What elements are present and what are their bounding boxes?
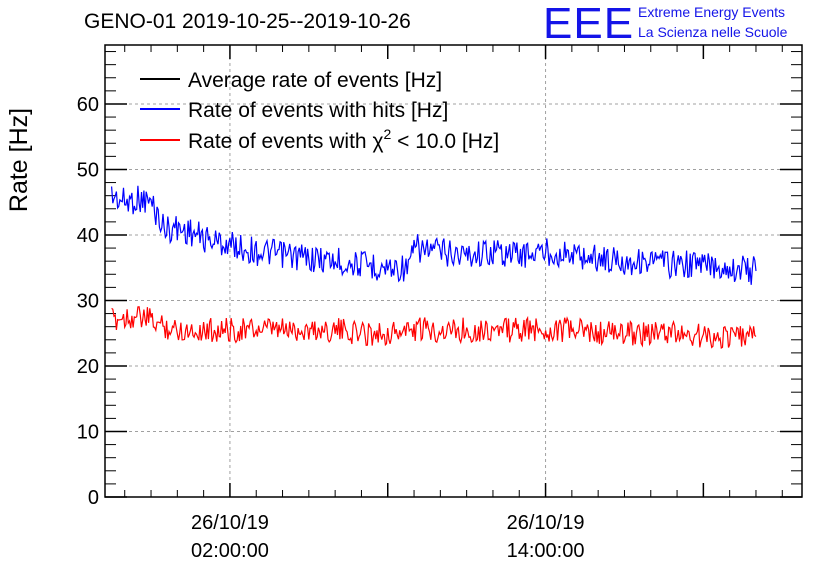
- y-tick-label: 50: [77, 159, 99, 181]
- y-axis-label: Rate [Hz]: [5, 108, 33, 212]
- y-axis: 0 10 20 30 40 50 60: [77, 51, 802, 509]
- x-tick-label-date: 26/10/19: [191, 512, 269, 534]
- x-tick-label-date: 26/10/19: [507, 512, 585, 534]
- legend-label: Rate of events with hits [Hz]: [188, 99, 448, 122]
- legend-label: Rate of events with χ2 < 10.0 [Hz]: [188, 126, 499, 153]
- x-tick-label-time: 14:00:00: [507, 540, 585, 562]
- legend: Average rate of events [Hz] Rate of event…: [140, 69, 499, 153]
- x-axis: 26/10/19 02:00:00 26/10/19 14:00:00: [124, 45, 783, 562]
- y-tick-label: 40: [77, 225, 99, 247]
- logo-subtitle-line1: Extreme Energy Events: [638, 4, 786, 20]
- y-tick-label: 20: [77, 356, 99, 378]
- logo-subtitle-line2: La Scienza nelle Scuole: [638, 24, 788, 40]
- grid-lines: [105, 45, 802, 497]
- x-tick-label-time: 02:00:00: [191, 540, 269, 562]
- y-tick-label: 60: [77, 94, 99, 116]
- chart-title: GENO-01 2019-10-25--2019-10-26: [84, 10, 411, 33]
- y-tick-label: 30: [77, 290, 99, 312]
- series-line: [111, 185, 757, 285]
- y-tick-label: 10: [77, 421, 99, 443]
- series-line: [111, 306, 757, 349]
- y-tick-label: 0: [88, 487, 99, 509]
- legend-label: Average rate of events [Hz]: [188, 69, 442, 92]
- eee-logo: EEE: [543, 0, 635, 48]
- plot-frame: [104, 44, 803, 498]
- series-group: [111, 185, 757, 349]
